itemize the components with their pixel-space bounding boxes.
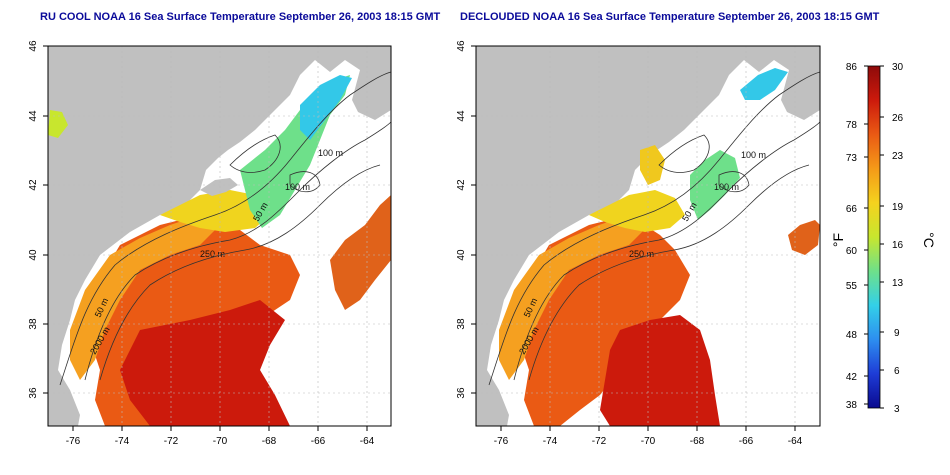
c-tick-30: 30 [892, 62, 904, 73]
y-tick-36: 36 [456, 387, 467, 399]
colorbar-gradient [867, 65, 881, 409]
x-tick-72: -72 [164, 436, 179, 447]
sst-hot-region [120, 300, 290, 426]
contour-label-100m-a: 100 m [741, 150, 766, 160]
f-tick-73: 73 [846, 153, 858, 164]
cape-cod-land [200, 178, 238, 196]
sst-yellow-region [589, 190, 685, 232]
right-x-axis: -76 -74 -72 -70 -68 -66 -64 [494, 426, 803, 447]
sst-shelf-region [499, 215, 644, 380]
sst-offshore-patch [788, 220, 820, 255]
colorbar-unit-fahrenheit: °F [830, 233, 846, 247]
c-tick-26: 26 [892, 113, 904, 124]
y-tick-40: 40 [28, 249, 39, 261]
right-map-panel: 100 m 100 m 50 m 250 m 50 m 2000 m [456, 40, 821, 447]
sst-yellow-region [160, 190, 270, 232]
x-tick-64: -64 [788, 436, 803, 447]
y-tick-42: 42 [28, 179, 39, 191]
y-tick-44: 44 [456, 110, 467, 122]
x-tick-68: -68 [690, 436, 705, 447]
colorbar: 86 78 73 66 60 55 48 42 38 30 26 23 19 1… [830, 62, 937, 415]
colorbar-unit-celsius: °C [921, 232, 937, 248]
f-tick-66: 66 [846, 204, 858, 215]
c-tick-13: 13 [892, 278, 904, 289]
bathymetry-contours [488, 71, 820, 386]
sst-cool-region [690, 150, 740, 220]
x-tick-70: -70 [641, 436, 656, 447]
sst-cold-region [300, 75, 352, 140]
contour-label-100m-b: 100 m [714, 182, 739, 192]
x-tick-70: -70 [213, 436, 228, 447]
right-map-image: 100 m 100 m 50 m 250 m 50 m 2000 m [476, 46, 820, 426]
c-tick-23: 23 [892, 151, 904, 162]
sst-hot-region [600, 315, 720, 426]
c-tick-6: 6 [894, 366, 900, 377]
f-tick-78: 78 [846, 120, 858, 131]
f-tick-48: 48 [846, 330, 858, 341]
f-tick-86: 86 [846, 62, 858, 73]
map-grid [48, 46, 391, 426]
c-tick-9: 9 [894, 328, 900, 339]
contour-label-100m-a: 100 m [318, 148, 343, 158]
right-y-axis: 46 44 42 40 38 36 [456, 40, 476, 399]
y-tick-46: 46 [456, 40, 467, 52]
x-tick-74: -74 [115, 436, 130, 447]
y-tick-38: 38 [456, 318, 467, 330]
sst-nova-scotia-patch [48, 110, 68, 138]
x-tick-64: -64 [360, 436, 375, 447]
sst-cold-region [740, 68, 788, 100]
c-tick-19: 19 [892, 202, 904, 213]
y-tick-44: 44 [28, 110, 39, 122]
left-x-axis: -76 -74 -72 -70 -68 -66 -64 [66, 426, 375, 447]
colorbar-fahrenheit-ticks: 86 78 73 66 60 55 48 42 38 [846, 62, 868, 411]
x-tick-68: -68 [262, 436, 277, 447]
map-grid [476, 46, 820, 426]
x-tick-76: -76 [494, 436, 509, 447]
left-map-panel: 100 m 100 m 50 m 250 m 50 m 2000 m [28, 40, 392, 447]
x-tick-66: -66 [739, 436, 754, 447]
y-tick-46: 46 [28, 40, 39, 52]
x-tick-66: -66 [311, 436, 326, 447]
sst-shelf-region [70, 215, 215, 380]
y-tick-36: 36 [28, 387, 39, 399]
c-tick-16: 16 [892, 240, 904, 251]
sst-offshore-patch [330, 195, 391, 310]
y-tick-40: 40 [456, 249, 467, 261]
contour-label-250m: 250 m [629, 249, 654, 259]
bathymetry-contours [59, 71, 391, 386]
f-tick-55: 55 [846, 281, 858, 292]
y-tick-42: 42 [456, 179, 467, 191]
x-tick-76: -76 [66, 436, 81, 447]
left-map-title: RU COOL NOAA 16 Sea Surface Temperature … [40, 11, 441, 23]
f-tick-42: 42 [846, 372, 858, 383]
left-map-image: 100 m 100 m 50 m 250 m 50 m 2000 m [48, 46, 391, 426]
y-tick-38: 38 [28, 318, 39, 330]
c-tick-3: 3 [894, 404, 900, 415]
x-tick-74: -74 [543, 436, 558, 447]
x-tick-72: -72 [592, 436, 607, 447]
f-tick-60: 60 [846, 246, 858, 257]
contour-label-100m-b: 100 m [285, 182, 310, 192]
left-y-axis: 46 44 42 40 38 36 [28, 40, 48, 399]
contour-label-250m: 250 m [200, 249, 225, 259]
colorbar-celsius-ticks: 30 26 23 19 16 13 9 6 3 [880, 62, 904, 415]
right-map-title: DECLOUDED NOAA 16 Sea Surface Temperatur… [460, 11, 880, 23]
sst-gulf-maine-patch [640, 145, 665, 185]
f-tick-38: 38 [846, 400, 858, 411]
